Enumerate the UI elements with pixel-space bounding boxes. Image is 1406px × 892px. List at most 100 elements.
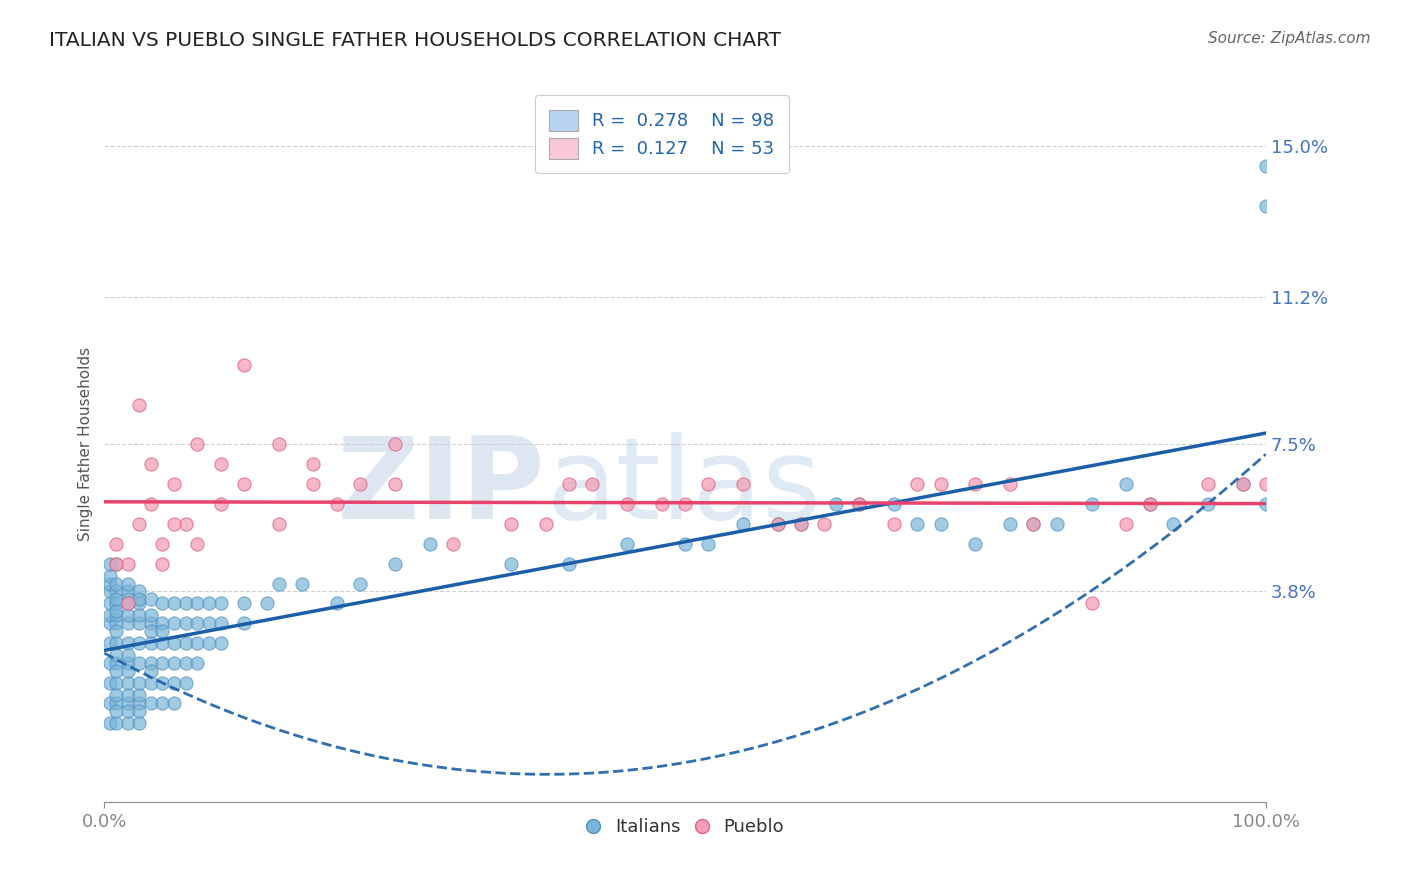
Point xyxy=(1197,497,1219,511)
Point xyxy=(883,516,905,531)
Point xyxy=(117,592,139,607)
Point xyxy=(198,636,221,650)
Point xyxy=(441,537,464,551)
Point xyxy=(174,516,197,531)
Point xyxy=(117,636,139,650)
Point xyxy=(139,608,162,623)
Point xyxy=(128,696,150,710)
Point xyxy=(1161,516,1184,531)
Point xyxy=(128,516,150,531)
Point xyxy=(104,604,127,618)
Point xyxy=(1022,516,1045,531)
Point xyxy=(325,497,347,511)
Point xyxy=(384,437,406,451)
Point xyxy=(1139,497,1161,511)
Point xyxy=(139,656,162,670)
Point xyxy=(174,596,197,610)
Point xyxy=(209,497,232,511)
Point xyxy=(790,516,813,531)
Point xyxy=(186,616,208,631)
Text: ITALIAN VS PUEBLO SINGLE FATHER HOUSEHOLDS CORRELATION CHART: ITALIAN VS PUEBLO SINGLE FATHER HOUSEHOL… xyxy=(49,31,782,50)
Point xyxy=(117,584,139,599)
Point xyxy=(139,497,162,511)
Point xyxy=(152,537,174,551)
Point xyxy=(104,596,127,610)
Point xyxy=(104,537,127,551)
Point xyxy=(128,592,150,607)
Point xyxy=(128,636,150,650)
Point xyxy=(117,715,139,730)
Point xyxy=(499,557,522,571)
Point xyxy=(98,608,121,623)
Point xyxy=(104,576,127,591)
Point xyxy=(128,398,150,412)
Point xyxy=(104,608,127,623)
Point xyxy=(186,537,208,551)
Point xyxy=(98,557,121,571)
Point xyxy=(198,596,221,610)
Point xyxy=(1254,477,1277,491)
Point xyxy=(558,557,581,571)
Point xyxy=(98,584,121,599)
Point xyxy=(209,596,232,610)
Point xyxy=(697,477,720,491)
Point xyxy=(104,704,127,718)
Point xyxy=(163,636,186,650)
Point xyxy=(117,676,139,690)
Point xyxy=(98,696,121,710)
Point xyxy=(104,636,127,650)
Point xyxy=(291,576,314,591)
Point xyxy=(152,596,174,610)
Point xyxy=(232,596,254,610)
Point xyxy=(1080,596,1102,610)
Point xyxy=(186,596,208,610)
Point xyxy=(419,537,441,551)
Point xyxy=(558,477,581,491)
Point xyxy=(139,616,162,631)
Point xyxy=(232,358,254,372)
Point xyxy=(117,608,139,623)
Point xyxy=(128,688,150,702)
Point xyxy=(766,516,789,531)
Point xyxy=(790,516,813,531)
Point xyxy=(232,477,254,491)
Point xyxy=(1080,497,1102,511)
Point xyxy=(128,704,150,718)
Point xyxy=(117,557,139,571)
Point xyxy=(256,596,278,610)
Point xyxy=(825,497,848,511)
Point xyxy=(98,576,121,591)
Point xyxy=(117,704,139,718)
Point xyxy=(117,648,139,662)
Point xyxy=(152,636,174,650)
Point xyxy=(128,584,150,599)
Point xyxy=(104,557,127,571)
Point xyxy=(117,596,139,610)
Point xyxy=(128,596,150,610)
Point xyxy=(104,656,127,670)
Point xyxy=(104,676,127,690)
Point xyxy=(733,516,755,531)
Point xyxy=(673,497,696,511)
Point xyxy=(98,636,121,650)
Point xyxy=(98,656,121,670)
Point xyxy=(929,477,952,491)
Point xyxy=(128,676,150,690)
Point xyxy=(616,497,638,511)
Point xyxy=(104,715,127,730)
Point xyxy=(1000,477,1022,491)
Point xyxy=(186,437,208,451)
Point xyxy=(163,516,186,531)
Point xyxy=(1197,477,1219,491)
Point xyxy=(117,696,139,710)
Point xyxy=(139,592,162,607)
Point xyxy=(104,664,127,678)
Point xyxy=(232,616,254,631)
Text: ZIP: ZIP xyxy=(337,432,546,542)
Point xyxy=(209,616,232,631)
Point xyxy=(384,557,406,571)
Text: Source: ZipAtlas.com: Source: ZipAtlas.com xyxy=(1208,31,1371,46)
Point xyxy=(673,537,696,551)
Point xyxy=(152,624,174,639)
Point xyxy=(1139,497,1161,511)
